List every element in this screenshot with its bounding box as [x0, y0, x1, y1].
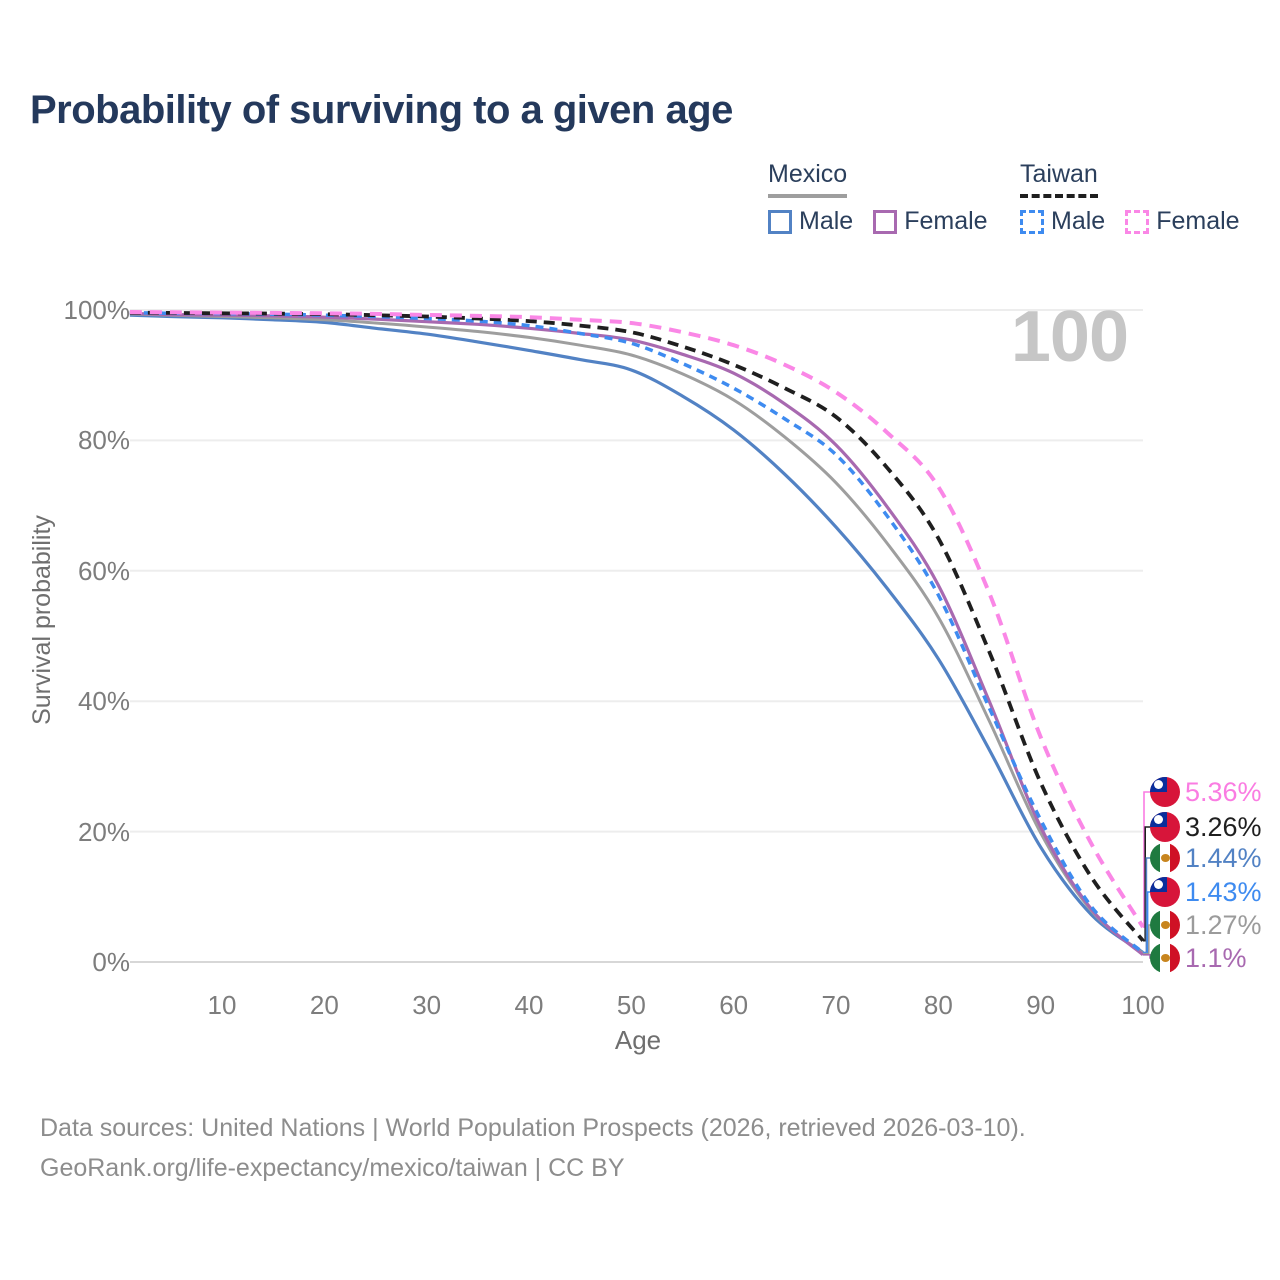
- series-line-taiwan-male[interactable]: [129, 310, 1145, 955]
- end-label-taiwan-male[interactable]: 1.43%: [1150, 875, 1262, 909]
- y-axis-title: Survival probability: [28, 515, 56, 725]
- taiwan-male-swatch-icon: [1020, 209, 1044, 234]
- legend-item-taiwan-male[interactable]: Male: [1020, 207, 1105, 236]
- end-label-connector: [1143, 891, 1151, 954]
- mexico-female-swatch-icon: [873, 209, 898, 234]
- legend-label: Female: [1156, 207, 1240, 235]
- mexico-male-swatch-icon: [768, 209, 792, 234]
- y-tick-60: 60%: [77, 555, 130, 586]
- series-line-taiwan[interactable]: [129, 310, 1145, 942]
- taiwan-flag-icon: [1150, 777, 1180, 807]
- hover-age-watermark: 100: [1010, 297, 1129, 377]
- end-label-value: 1.43%: [1185, 876, 1262, 907]
- x-tick-70: 70: [821, 990, 851, 1020]
- series-line-taiwan-female[interactable]: [129, 310, 1145, 929]
- x-tick-50: 50: [616, 990, 646, 1020]
- legend-label: Male: [799, 207, 854, 235]
- legend-group-mexico: Mexico Male Female: [768, 160, 1008, 236]
- end-label-mexico[interactable]: 1.27%: [1150, 908, 1262, 942]
- end-label-taiwan-female[interactable]: 5.36%: [1150, 775, 1262, 809]
- page-title: Probability of surviving to a given age: [30, 88, 733, 132]
- legend-group-taiwan: Taiwan Male Female: [1020, 160, 1260, 236]
- x-tick-90: 90: [1026, 990, 1056, 1020]
- y-tick-20: 20%: [77, 816, 130, 847]
- mexico-flag-icon: [1150, 910, 1180, 940]
- end-label-value: 3.26%: [1185, 811, 1262, 842]
- legend-label: Male: [1051, 207, 1106, 235]
- end-label-taiwan[interactable]: 3.26%: [1150, 810, 1262, 844]
- end-label-mexico-female[interactable]: 1.1%: [1150, 941, 1247, 975]
- series-line-mexico-male[interactable]: [129, 313, 1144, 954]
- x-tick-40: 40: [514, 990, 544, 1020]
- taiwan-female-swatch-icon: [1125, 209, 1150, 234]
- legend-item-mexico-male[interactable]: Male: [768, 207, 853, 236]
- series-line-mexico[interactable]: [129, 312, 1144, 955]
- legend-country-taiwan[interactable]: Taiwan: [1020, 160, 1098, 198]
- x-tick-20: 20: [309, 990, 339, 1020]
- end-label-mexico-male[interactable]: 1.44%: [1150, 841, 1262, 875]
- end-label-connector: [1143, 791, 1151, 928]
- end-label-value: 1.44%: [1185, 842, 1262, 873]
- end-label-connector: [1143, 826, 1151, 942]
- footer-sources: Data sources: United Nations | World Pop…: [40, 1114, 1026, 1142]
- taiwan-flag-icon: [1150, 812, 1180, 842]
- footer: Data sources: United Nations | World Pop…: [40, 1108, 1026, 1188]
- legend-item-mexico-female[interactable]: Female: [873, 207, 988, 236]
- x-tick-80: 80: [923, 990, 953, 1020]
- x-tick-60: 60: [719, 990, 749, 1020]
- y-tick-100: 100%: [63, 295, 131, 325]
- legend-label: Female: [904, 207, 988, 235]
- y-tick-40: 40%: [77, 686, 130, 717]
- footer-url: GeoRank.org/life-expectancy/mexico/taiwa…: [40, 1154, 625, 1182]
- end-label-connector: [1143, 924, 1151, 955]
- x-tick-100: 100: [1121, 990, 1165, 1020]
- taiwan-flag-icon: [1150, 877, 1180, 907]
- x-axis-title: Age: [614, 1025, 662, 1055]
- x-tick-10: 10: [207, 990, 237, 1020]
- end-label-value: 5.36%: [1185, 776, 1262, 807]
- mexico-flag-icon: [1150, 843, 1180, 873]
- legend-item-taiwan-female[interactable]: Female: [1125, 207, 1240, 236]
- mexico-flag-icon: [1150, 943, 1180, 973]
- x-tick-30: 30: [412, 990, 442, 1020]
- end-label-value: 1.27%: [1185, 909, 1262, 940]
- y-tick-0: 0%: [92, 947, 130, 977]
- y-tick-80: 80%: [77, 425, 130, 456]
- end-label-value: 1.1%: [1185, 942, 1247, 973]
- legend-country-mexico[interactable]: Mexico: [768, 160, 848, 198]
- series-line-mexico-female[interactable]: [129, 311, 1145, 957]
